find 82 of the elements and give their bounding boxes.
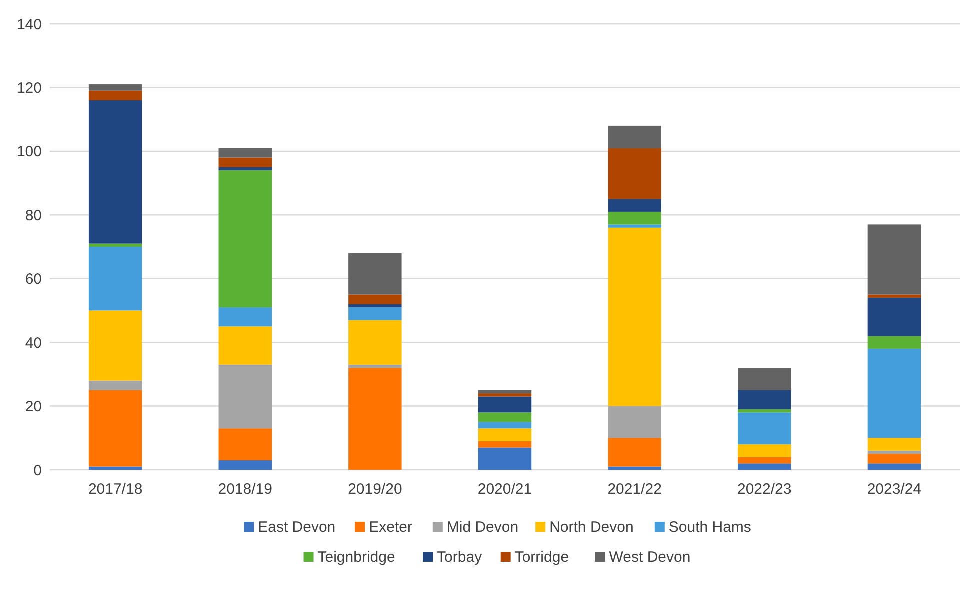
bar <box>608 438 662 467</box>
bar <box>868 438 922 451</box>
bar <box>868 224 922 295</box>
bar <box>608 406 662 438</box>
bar <box>218 158 272 168</box>
bar <box>218 308 272 327</box>
legend-label: South Hams <box>668 519 752 536</box>
legend-label: Teignbridge <box>318 549 396 566</box>
bar <box>88 100 142 244</box>
x-tick-label: 2022/23 <box>738 481 792 498</box>
y-tick-label: 80 <box>25 207 42 224</box>
y-tick-label: 120 <box>16 80 42 97</box>
bar <box>868 464 922 470</box>
x-tick-label: 2020/21 <box>478 481 532 498</box>
bar <box>218 460 272 470</box>
y-tick-label: 60 <box>25 271 42 288</box>
bar <box>348 368 402 470</box>
legend-label: Torridge <box>514 549 570 566</box>
y-tick-label: 140 <box>16 16 42 34</box>
bar <box>868 336 922 349</box>
bar <box>478 394 532 397</box>
x-tick-label: 2019/20 <box>348 481 402 498</box>
bar <box>478 448 532 470</box>
bar <box>738 457 792 464</box>
bar <box>738 409 792 413</box>
bar <box>88 466 142 470</box>
legend-label: East Devon <box>258 519 336 536</box>
y-tick-label: 100 <box>16 144 42 161</box>
bar <box>348 304 402 308</box>
legend-label: West Devon <box>609 549 691 566</box>
bar <box>218 326 272 365</box>
bar <box>88 247 142 311</box>
legend-label: North Devon <box>550 519 634 536</box>
bar <box>218 170 272 308</box>
bar <box>608 228 662 406</box>
x-tick-label: 2023/24 <box>867 481 922 498</box>
bar <box>608 126 662 148</box>
legend-label: Torbay <box>437 549 483 566</box>
bar <box>218 148 272 158</box>
legend-label: Mid Devon <box>446 519 519 536</box>
bar <box>608 466 662 470</box>
bar <box>88 244 142 247</box>
bar <box>88 380 142 390</box>
bar <box>738 390 792 410</box>
bar <box>478 422 532 429</box>
bar <box>868 294 922 298</box>
y-tick-label: 40 <box>25 334 42 352</box>
bar <box>218 364 272 429</box>
bar <box>478 390 532 394</box>
x-tick-label: 2018/19 <box>218 481 272 498</box>
x-tick-label: 2021/22 <box>608 481 662 498</box>
bar <box>738 412 792 445</box>
bar <box>88 90 142 100</box>
bar <box>88 390 142 467</box>
bar <box>88 310 142 381</box>
bar <box>868 454 922 464</box>
bar <box>348 320 402 365</box>
bar <box>478 412 532 422</box>
bar <box>478 441 532 448</box>
bar <box>218 167 272 171</box>
bar <box>348 364 402 368</box>
bar <box>868 450 922 454</box>
bar <box>868 298 922 336</box>
y-tick-label: 20 <box>25 398 42 416</box>
bar <box>478 428 532 442</box>
bar <box>608 148 662 200</box>
bar <box>738 444 792 458</box>
bar <box>478 396 532 413</box>
bar <box>738 368 792 390</box>
bar <box>88 84 142 91</box>
bar <box>348 294 402 304</box>
bar <box>348 308 402 320</box>
bar <box>348 253 402 295</box>
bar <box>608 199 662 212</box>
bar <box>218 428 272 460</box>
bar <box>738 464 792 470</box>
bar <box>608 212 662 225</box>
bar <box>868 348 922 438</box>
x-tick-label: 2017/18 <box>88 481 143 498</box>
legend-label: Exeter <box>369 519 412 536</box>
bar <box>608 224 662 228</box>
y-tick-label: 0 <box>34 462 42 480</box>
